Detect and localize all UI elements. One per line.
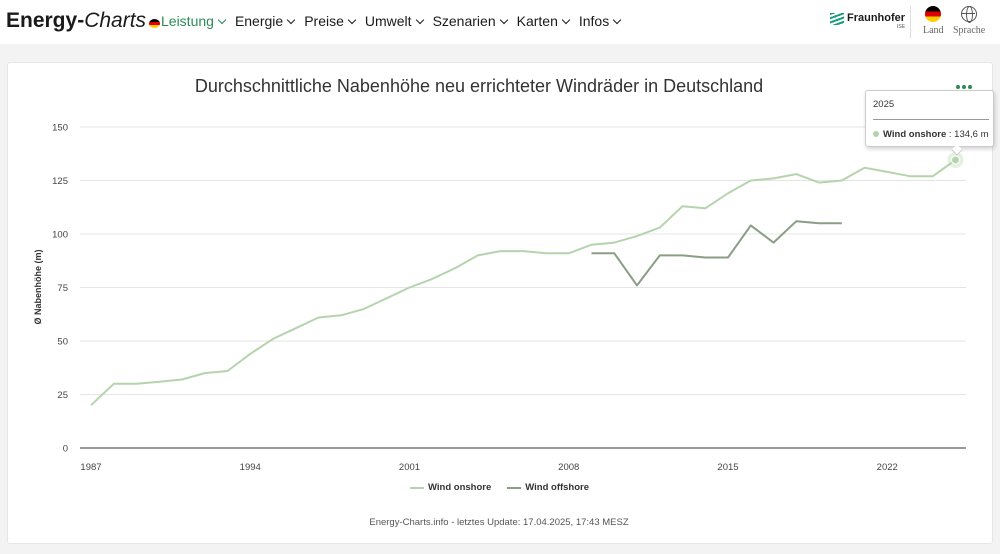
legend-item-offshore[interactable]: Wind offshore <box>507 482 589 493</box>
tooltip-separator <box>873 119 989 120</box>
country-selector[interactable]: Land <box>923 6 944 36</box>
nav-energie[interactable]: Energie <box>234 13 296 29</box>
germany-flag-icon <box>149 19 161 28</box>
globe-icon <box>961 6 978 23</box>
y-tick-label: 150 <box>52 123 68 134</box>
series-line-onshore <box>90 159 957 406</box>
nav-umwelt[interactable]: Umwelt <box>364 13 424 29</box>
legend-swatch-onshore <box>410 486 424 489</box>
fraunhofer-sub: ISE <box>897 24 906 30</box>
y-tick-label: 100 <box>52 230 68 241</box>
fraunhofer-name: Fraunhofer <box>847 12 906 24</box>
tooltip-series-dot <box>873 131 879 137</box>
fraunhofer-logo[interactable]: Fraunhofer ISE <box>830 12 905 30</box>
y-tick-label: 0 <box>63 444 68 455</box>
x-tick-label: 1994 <box>240 462 261 473</box>
chart-tooltip: 2025 Wind onshore : 134,6 m <box>865 90 994 156</box>
chart-menu-button[interactable] <box>956 85 972 89</box>
y-axis-label: Ø Nabenhöhe (m) <box>33 249 43 325</box>
y-tick-label: 50 <box>57 337 68 348</box>
nav-infos[interactable]: Infos <box>578 13 622 29</box>
chart-title: Durchschnittliche Nabenhöhe neu errichte… <box>194 76 764 96</box>
logo-text-main: Energy- <box>6 9 85 32</box>
nav-label: Szenarien <box>432 13 496 29</box>
legend-swatch-offshore <box>507 486 522 489</box>
menu-dot-icon <box>956 85 960 89</box>
legend-label: Wind onshore <box>428 482 492 493</box>
tooltip-row: Wind onshore : 134,6 m <box>873 129 989 140</box>
tooltip-year: 2025 <box>873 99 895 110</box>
nav-label: Preise <box>304 13 344 29</box>
chart-legend: Wind onshore Wind offshore <box>410 482 589 493</box>
menu-dot-icon <box>962 85 966 89</box>
hover-point <box>951 155 960 165</box>
nav-preise[interactable]: Preise <box>304 13 357 29</box>
y-tick-label: 75 <box>57 283 68 294</box>
nav-label: Leistung <box>161 13 214 29</box>
fraunhofer-mark-icon <box>830 13 844 25</box>
nav-label: Karten <box>516 13 558 29</box>
footer-update-note: Energy-Charts.info - letztes Update: 17.… <box>369 517 629 528</box>
language-label: Sprache <box>953 25 986 36</box>
legend-label: Wind offshore <box>525 482 590 493</box>
language-selector[interactable]: Sprache <box>953 6 985 36</box>
tooltip-series-name: Wind onshore <box>883 129 947 140</box>
energy-charts-logo[interactable]: Energy-Charts <box>6 9 161 33</box>
menu-dot-icon <box>968 85 972 89</box>
nav-karten[interactable]: Karten <box>516 13 571 29</box>
nav-label: Energie <box>234 13 284 29</box>
x-tick-label: 2008 <box>558 462 579 473</box>
chart-card <box>7 62 993 544</box>
main-nav: Leistung Energie Preise Umwelt Szenarien… <box>161 13 622 29</box>
y-tick-label: 25 <box>57 390 68 401</box>
x-tick-label: 2022 <box>877 462 898 473</box>
nav-szenarien[interactable]: Szenarien <box>432 13 508 29</box>
x-tick-label: 2001 <box>399 462 420 473</box>
logo-text-italic: Charts <box>84 9 147 32</box>
germany-flag-icon <box>925 6 942 22</box>
x-tick-label: 2015 <box>717 462 738 473</box>
header-divider <box>910 6 911 38</box>
tooltip-value: : 134,6 m <box>948 129 989 140</box>
top-navbar: Energy-Charts Leistung Energie Preise Um… <box>0 0 1000 44</box>
series-line-offshore <box>591 220 842 287</box>
nav-label: Infos <box>578 13 610 29</box>
country-label: Land <box>923 25 944 36</box>
x-tick-label: 1987 <box>80 462 101 473</box>
legend-item-onshore[interactable]: Wind onshore <box>410 482 491 493</box>
nav-label: Umwelt <box>364 13 412 29</box>
y-tick-label: 125 <box>52 176 68 187</box>
nav-leistung[interactable]: Leistung <box>161 13 227 29</box>
